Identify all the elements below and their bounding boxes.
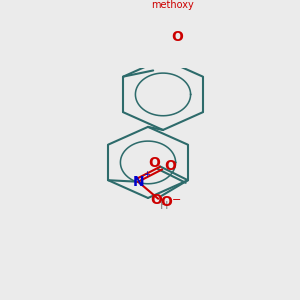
Text: H: H xyxy=(160,202,168,212)
Text: N: N xyxy=(132,175,144,189)
Text: −: − xyxy=(172,195,181,205)
Text: +: + xyxy=(143,169,150,178)
Text: O: O xyxy=(150,193,162,206)
Text: O: O xyxy=(171,30,183,44)
Text: O: O xyxy=(160,195,172,209)
Text: O: O xyxy=(164,159,176,173)
Text: methoxy: methoxy xyxy=(152,0,194,10)
Text: O: O xyxy=(148,156,160,170)
